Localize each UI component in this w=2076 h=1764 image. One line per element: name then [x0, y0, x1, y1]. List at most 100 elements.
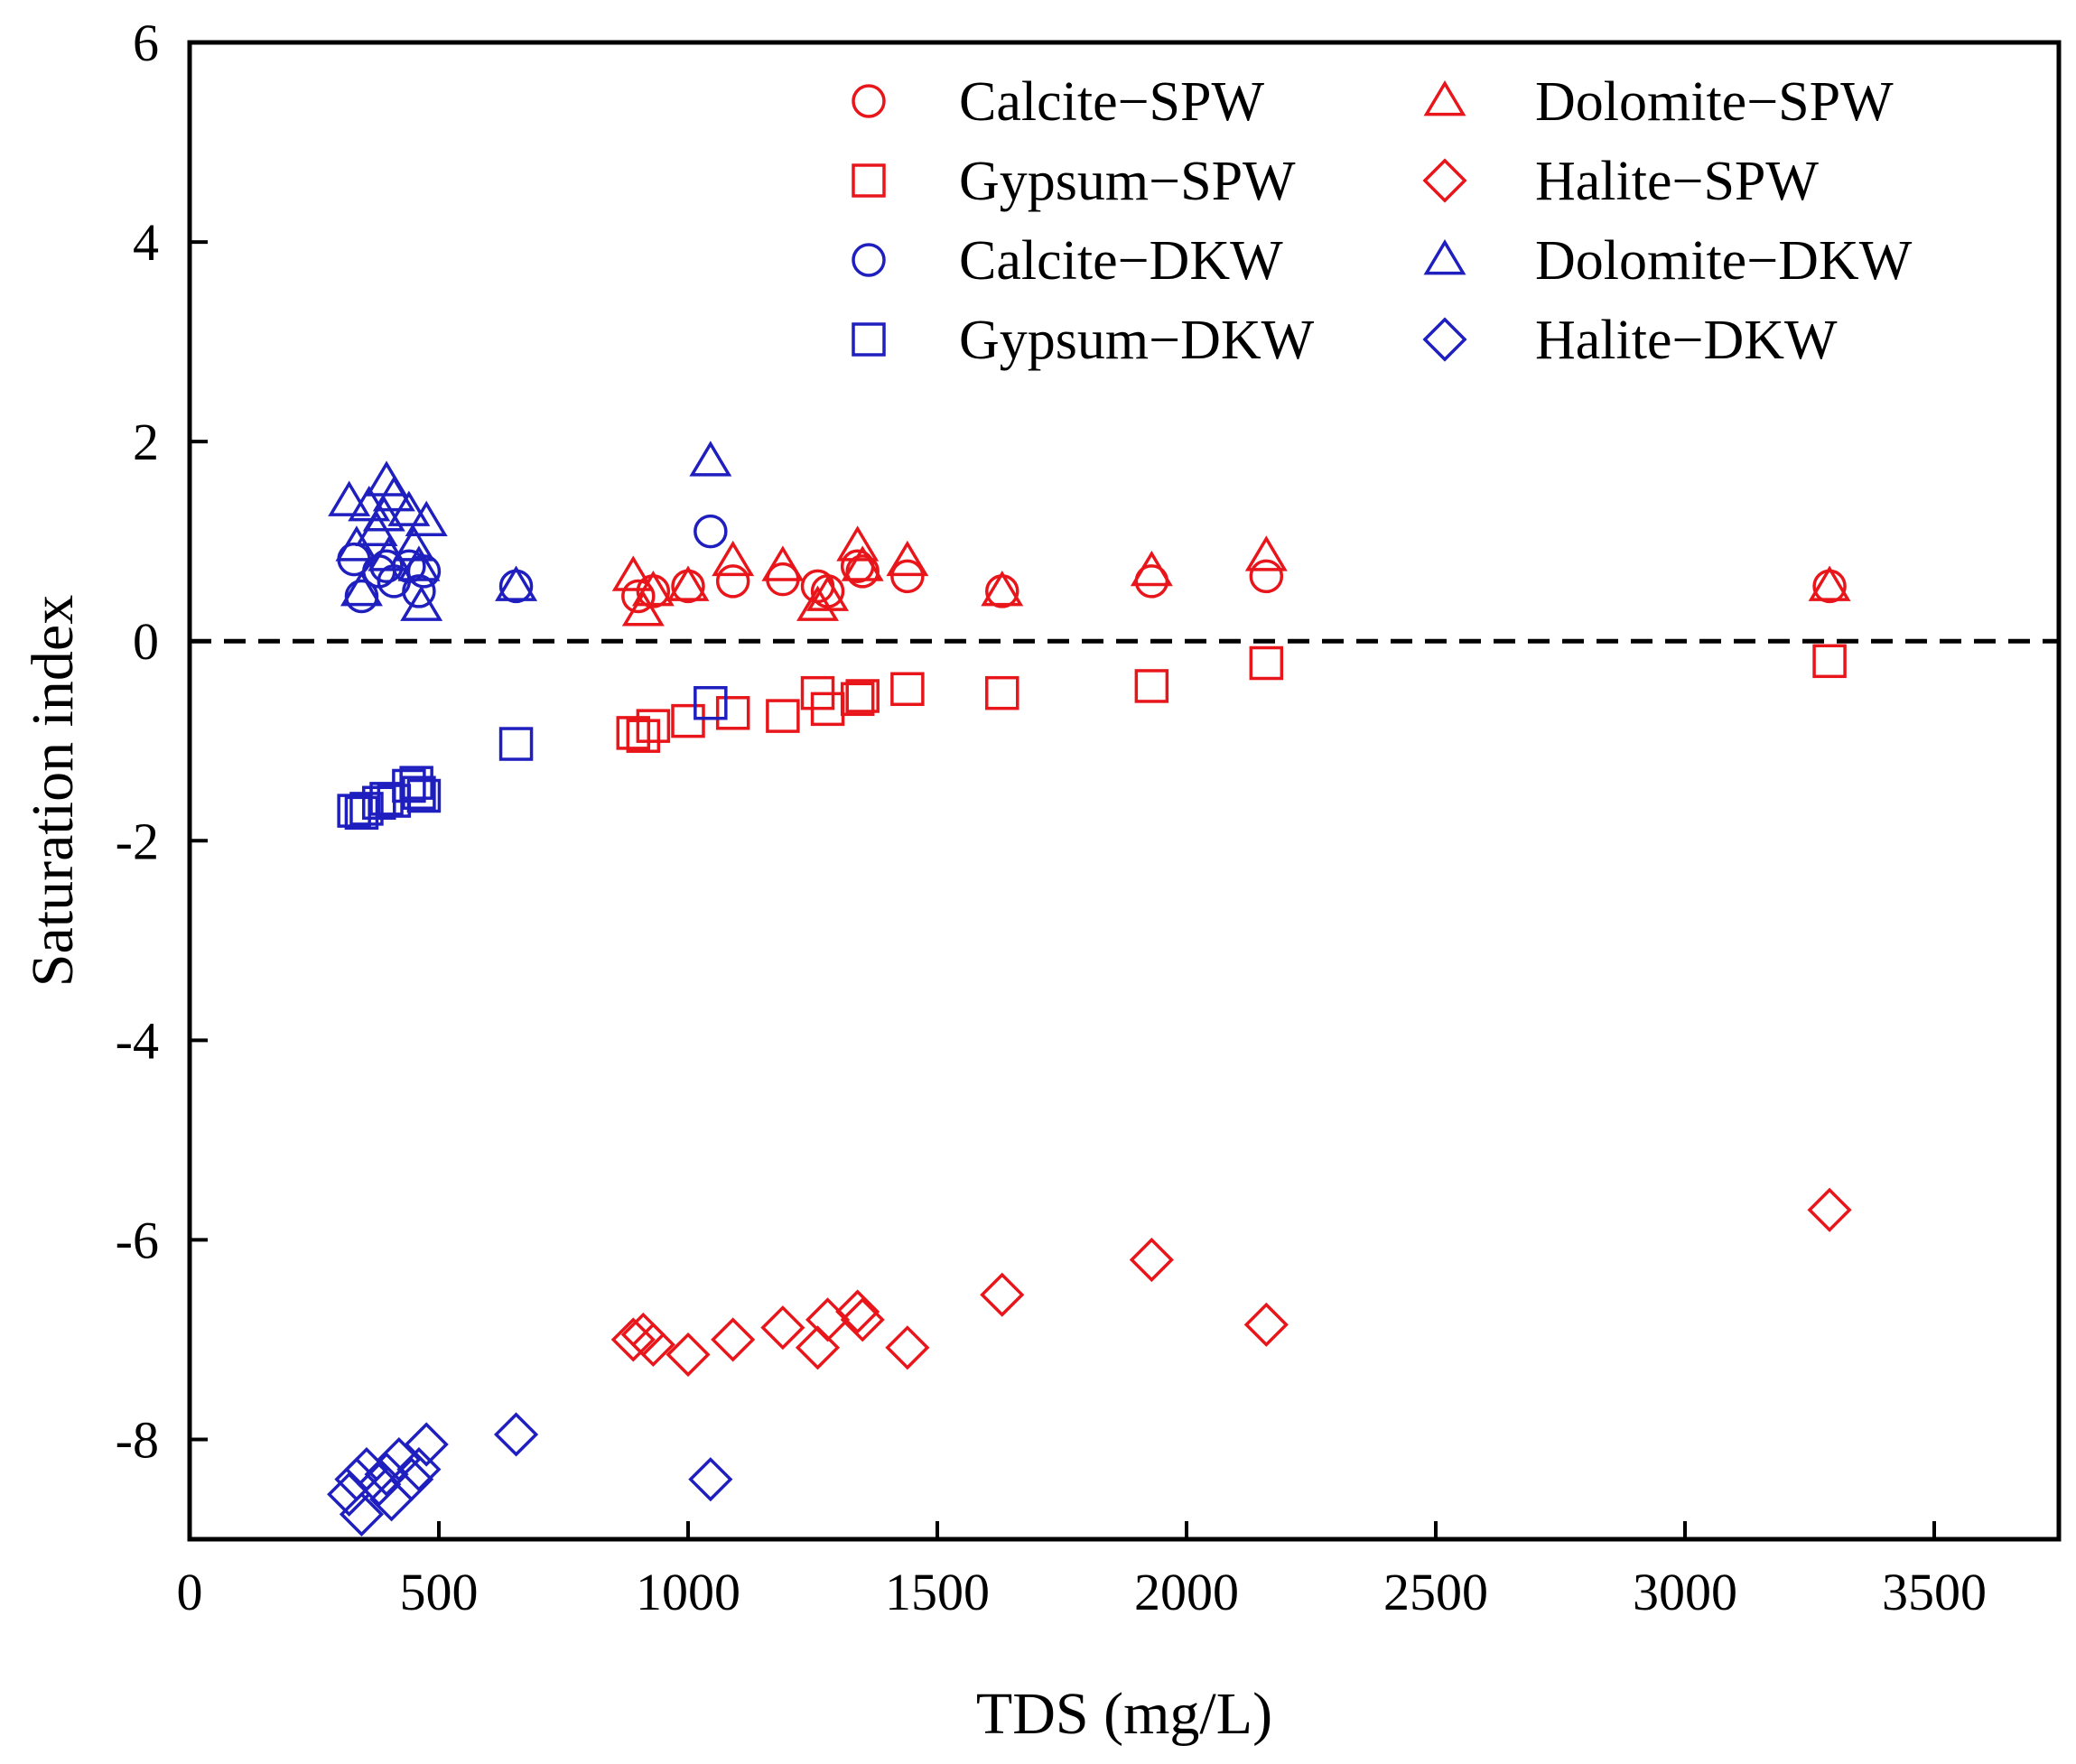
data-point [985, 675, 1019, 710]
series-triangle-5 [328, 441, 732, 621]
data-point [339, 1491, 385, 1537]
data-point [1130, 550, 1173, 587]
data-point [840, 1297, 885, 1342]
data-point [1807, 1187, 1852, 1232]
data-point [1244, 535, 1288, 571]
data-point [621, 579, 656, 614]
data-point [845, 679, 880, 713]
legend-entry: Dolomite−DKW [1423, 230, 1913, 292]
data-point [631, 570, 675, 607]
data-point [400, 585, 443, 621]
legend-entry: Halite−SPW [1422, 151, 1819, 212]
y-tick-label: -2 [116, 812, 159, 870]
legend-marker [852, 163, 886, 198]
y-tick-label: 6 [133, 14, 159, 72]
legend-label: Calcite−SPW [959, 71, 1265, 133]
x-tick-label: 2000 [1134, 1563, 1239, 1621]
data-point [399, 766, 433, 800]
data-point [694, 685, 728, 720]
data-point [711, 1317, 756, 1362]
legend-label: Gypsum−SPW [959, 151, 1296, 212]
data-point [328, 480, 371, 516]
x-tick-label: 1000 [636, 1563, 740, 1621]
data-point [344, 579, 379, 614]
data-point [1808, 565, 1851, 601]
data-point [406, 778, 442, 813]
data-point [621, 590, 665, 627]
data-point [688, 1457, 733, 1502]
plot-content [190, 441, 2059, 1537]
series-diamond-3 [610, 1187, 1852, 1378]
y-tick-label: -8 [116, 1410, 159, 1469]
data-point [493, 1412, 539, 1457]
data-point [981, 570, 1024, 607]
data-point [362, 496, 405, 532]
legend-marker [852, 84, 886, 118]
data-point [1243, 1302, 1289, 1347]
data-point [689, 441, 732, 477]
legend-entry: Calcite−SPW [852, 71, 1265, 133]
data-point [835, 1289, 880, 1334]
legend-label: Halite−DKW [1535, 310, 1838, 371]
data-point [840, 682, 875, 717]
data-point [766, 699, 800, 733]
data-point [389, 1457, 434, 1502]
legend-entry: Dolomite−SPW [1423, 71, 1894, 133]
data-point [694, 514, 728, 549]
legend-marker [1422, 158, 1467, 203]
data-point [712, 540, 755, 577]
legend-marker [852, 243, 886, 277]
y-tick-label: -4 [116, 1011, 159, 1070]
y-tick-label: 2 [133, 413, 159, 471]
plot-frame [187, 40, 2062, 1542]
data-point [1129, 1237, 1174, 1283]
data-point [671, 703, 705, 738]
data-point [498, 727, 534, 761]
data-point [841, 545, 884, 581]
y-tick-label: -6 [116, 1211, 159, 1269]
data-point [630, 1322, 675, 1368]
data-point [636, 709, 671, 743]
legend-label: Gypsum−DKW [959, 310, 1315, 371]
data-point [1812, 644, 1847, 679]
data-point [402, 775, 436, 810]
data-point [715, 564, 750, 599]
legend-label: Dolomite−SPW [1535, 71, 1894, 133]
data-point [349, 792, 384, 826]
legend-marker [1423, 80, 1466, 116]
data-point [795, 1325, 841, 1370]
data-point [377, 1436, 422, 1482]
data-point [626, 719, 661, 753]
data-point [1249, 559, 1284, 594]
data-point [760, 1305, 805, 1351]
data-point [611, 555, 655, 591]
legend-entry: Gypsum−DKW [852, 310, 1315, 371]
y-tick-label: 0 [133, 612, 159, 671]
x-tick-label: 3500 [1882, 1563, 1987, 1621]
x-tick-label: 2500 [1383, 1563, 1488, 1621]
x-tick-label: 3000 [1633, 1563, 1737, 1621]
legend-label: Halite−SPW [1535, 151, 1819, 212]
data-point [616, 716, 651, 750]
data-point [806, 575, 850, 611]
data-point [715, 696, 750, 730]
x-tick-label: 500 [400, 1563, 479, 1621]
series-square-6 [337, 685, 728, 831]
data-point [885, 1325, 930, 1370]
x-tick-label: 0 [177, 1563, 203, 1621]
legend-entry: Calcite−DKW [852, 230, 1283, 292]
y-axis-title: Saturation index [20, 595, 86, 987]
data-point [890, 672, 925, 707]
data-point [396, 1447, 442, 1492]
data-point [404, 1422, 449, 1467]
legend-marker [1423, 239, 1466, 275]
legend: Calcite−SPW Dolomite−SPW Gypsum−SPW Halite−… [852, 71, 1913, 371]
data-point [387, 490, 431, 526]
legend-entry: Halite−DKW [1422, 310, 1838, 371]
data-point [886, 540, 929, 577]
data-point [397, 545, 441, 581]
data-point [980, 1272, 1025, 1317]
legend-entry: Gypsum−SPW [852, 151, 1296, 212]
